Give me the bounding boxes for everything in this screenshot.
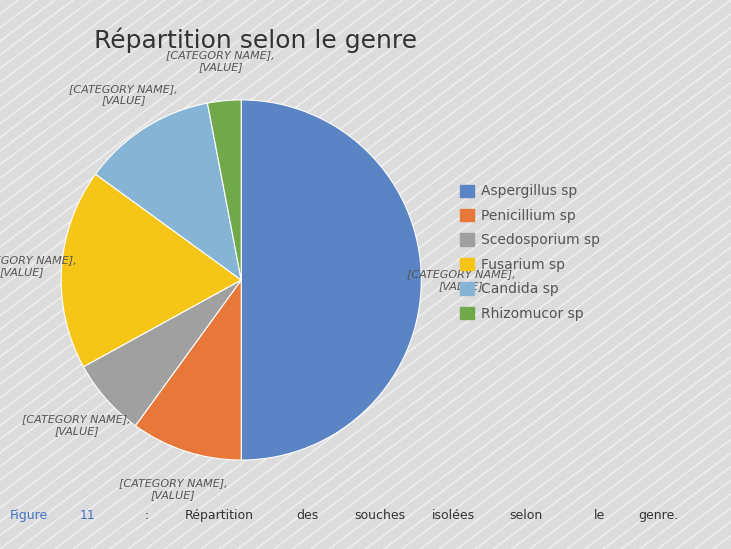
Text: genre.: genre.	[637, 509, 678, 522]
Text: Répartition: Répartition	[185, 509, 254, 522]
Text: souches: souches	[355, 509, 406, 522]
Text: [CATEGORY NAME],
[VALUE]: [CATEGORY NAME], [VALUE]	[0, 255, 76, 277]
Wedge shape	[96, 103, 241, 280]
Text: Figure: Figure	[10, 509, 48, 522]
Text: [CATEGORY NAME],
[VALUE]: [CATEGORY NAME], [VALUE]	[166, 51, 275, 72]
Text: [CATEGORY NAME],
[VALUE]: [CATEGORY NAME], [VALUE]	[119, 478, 227, 500]
Wedge shape	[208, 100, 241, 280]
Text: Répartition selon le genre: Répartition selon le genre	[94, 27, 417, 53]
Text: :: :	[144, 509, 148, 522]
Text: [CATEGORY NAME],
[VALUE]: [CATEGORY NAME], [VALUE]	[406, 269, 515, 291]
Text: des: des	[296, 509, 318, 522]
Wedge shape	[135, 280, 241, 460]
Text: isolées: isolées	[432, 509, 474, 522]
Text: 11: 11	[80, 509, 96, 522]
Wedge shape	[241, 100, 421, 460]
Wedge shape	[83, 280, 241, 425]
Text: [CATEGORY NAME],
[VALUE]: [CATEGORY NAME], [VALUE]	[22, 414, 131, 436]
Legend: Aspergillus sp, Penicillium sp, Scedosporium sp, Fusarium sp, Candida sp, Rhizom: Aspergillus sp, Penicillium sp, Scedospo…	[460, 184, 600, 321]
Text: le: le	[594, 509, 605, 522]
Text: selon: selon	[510, 509, 543, 522]
Text: [CATEGORY NAME],
[VALUE]: [CATEGORY NAME], [VALUE]	[69, 83, 178, 105]
Wedge shape	[61, 174, 241, 367]
